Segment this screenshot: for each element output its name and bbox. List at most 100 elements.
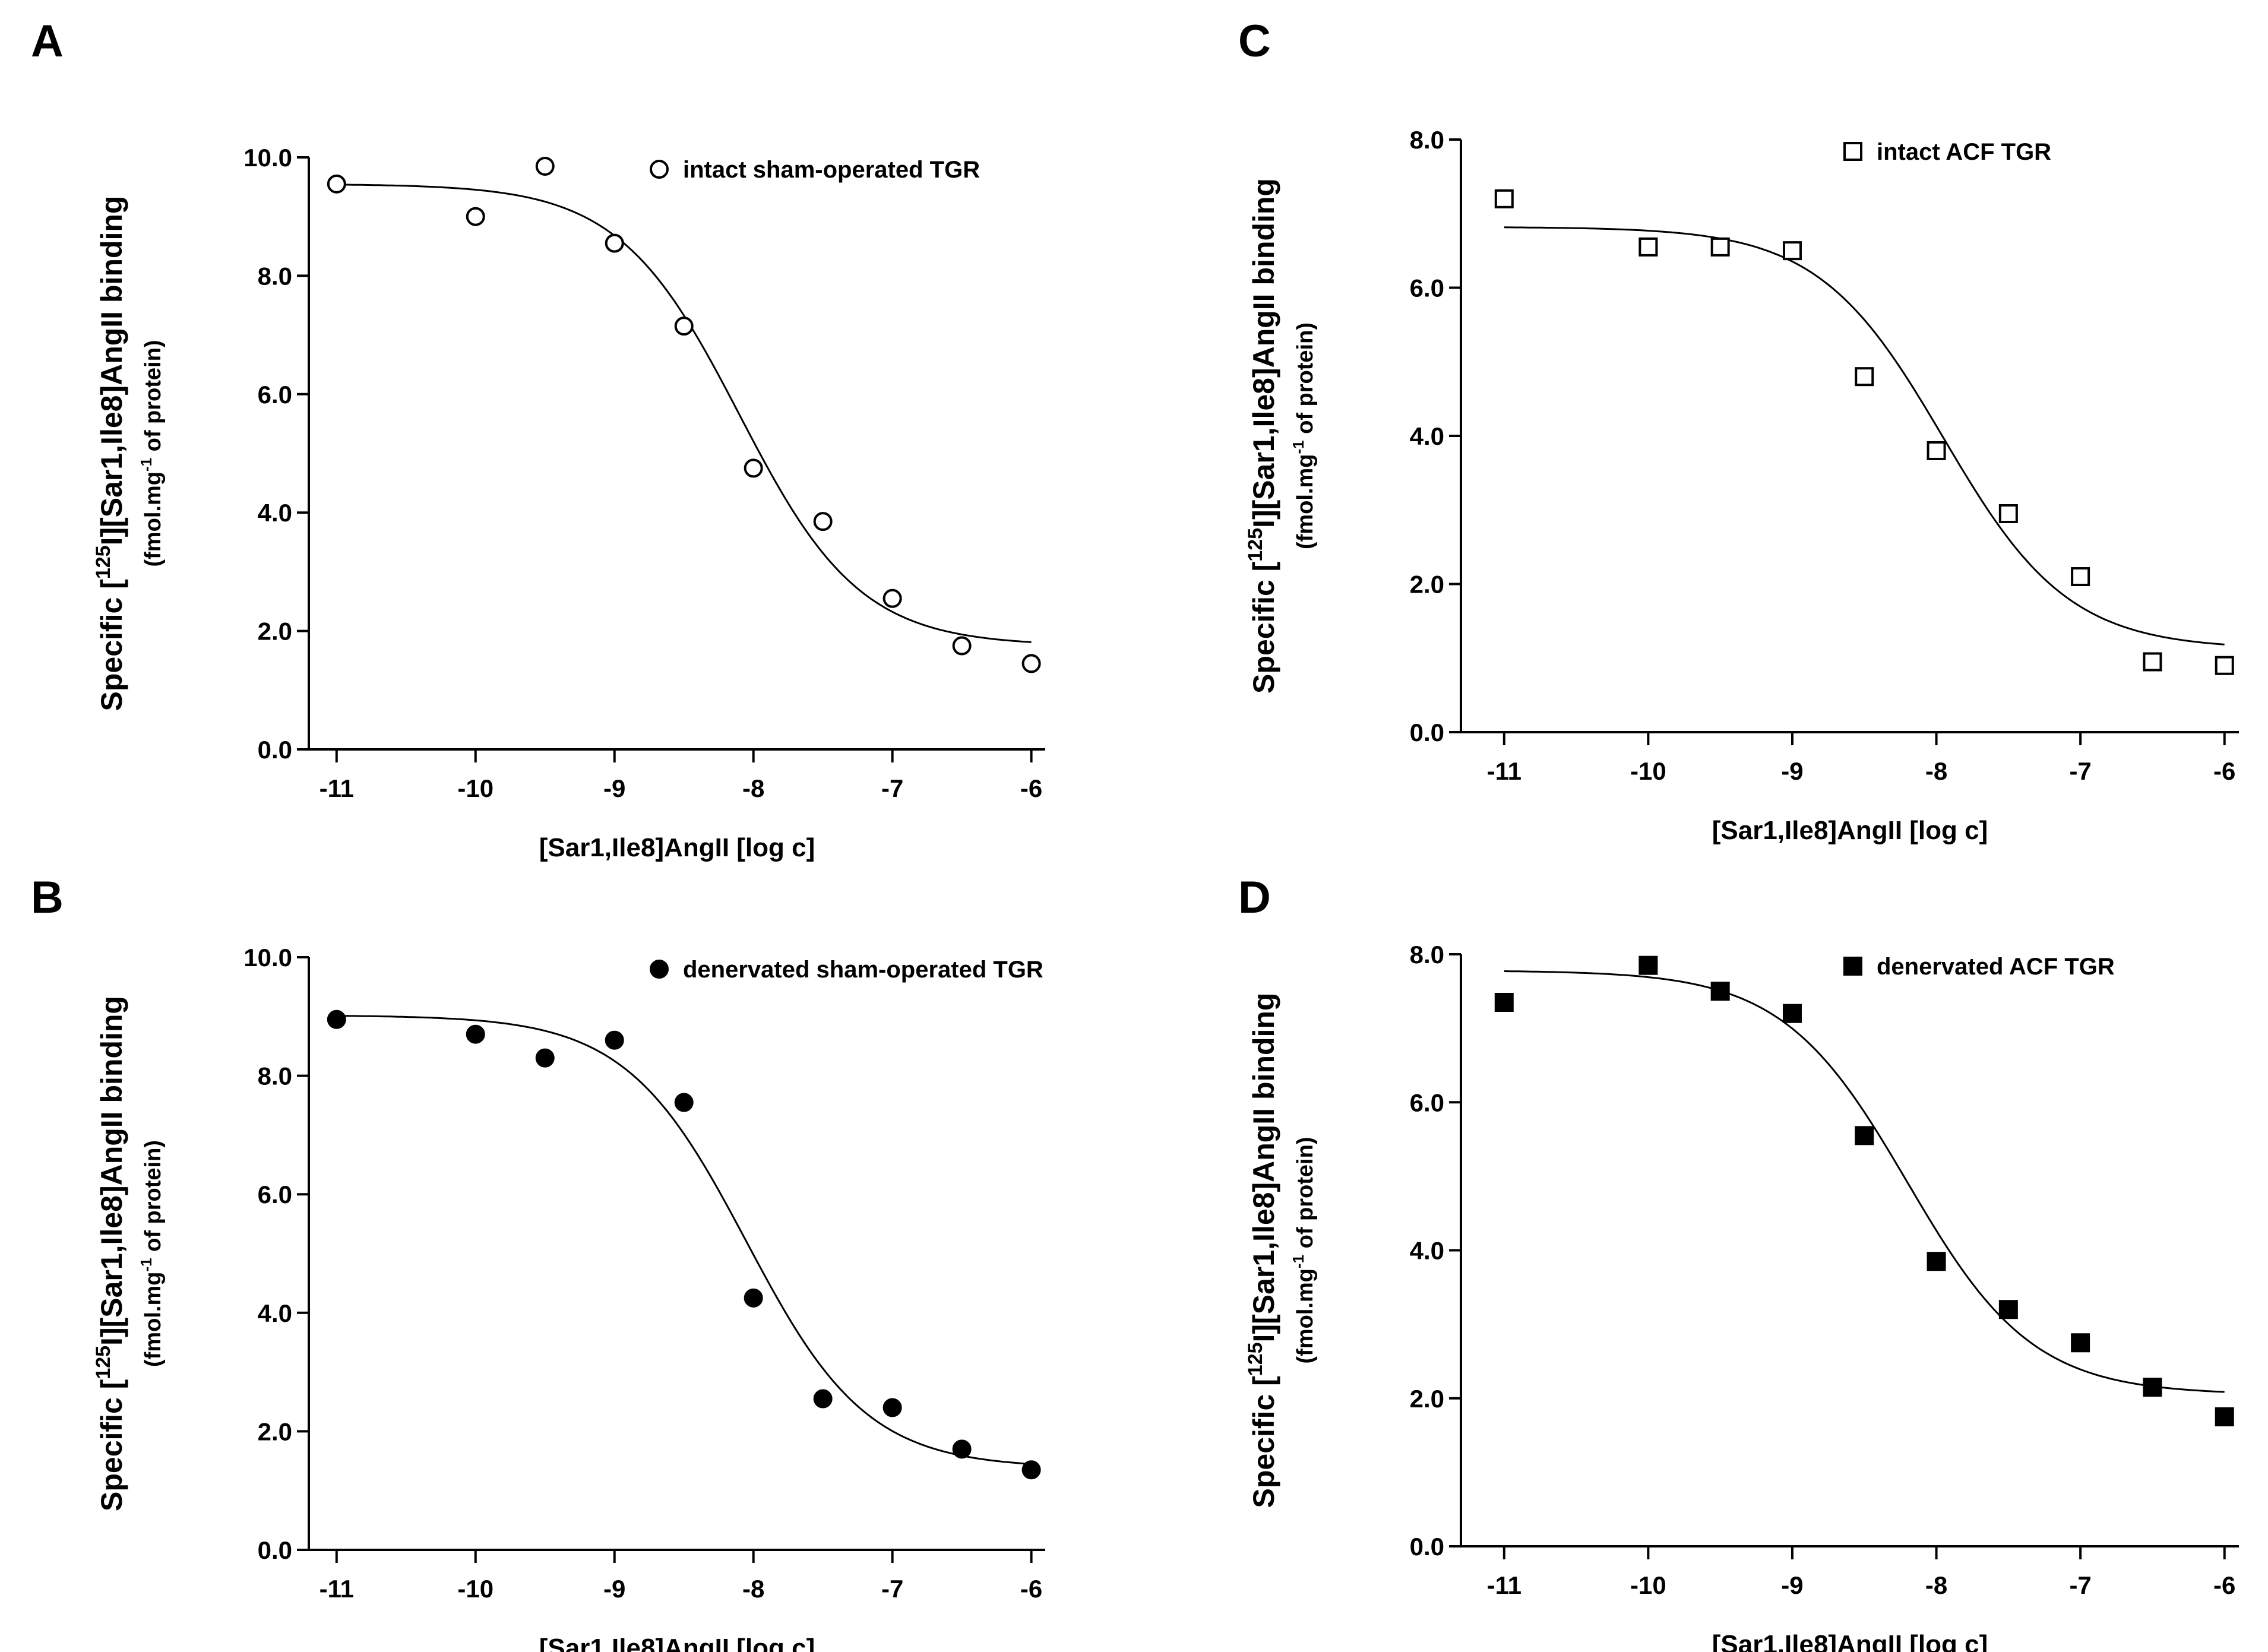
panel-b: B 0.0 2.0 4.0 6.0 8.0 10.0 -11 -10 -9 -8 -7 -6 [Sar1,…	[31, 872, 1045, 1652]
y-tick-label: 0.0	[1410, 1533, 1444, 1561]
y-axis-label: Specific [125I][Sar1,Ile8]AngII binding	[1244, 993, 1280, 1508]
data-point	[1638, 237, 1658, 257]
x-tick-label: -11	[1487, 1571, 1522, 1599]
x-tick-label: -7	[2069, 1571, 2091, 1599]
y-axis-label: Specific [125I][Sar1,Ile8]AngII binding	[1244, 178, 1280, 694]
data-point	[1782, 1004, 1802, 1023]
data-point	[952, 1439, 972, 1459]
x-axis-label: [Sar1,Ile8]AngII [log c]	[539, 833, 815, 862]
y-axis-label: Specific [125I][Sar1,Ile8]AngII binding	[92, 196, 128, 711]
x-tick-label: -9	[1781, 1571, 1803, 1599]
data-point	[813, 1389, 833, 1409]
fit-curve	[1504, 226, 2225, 645]
x-tick-label: -6	[1020, 1575, 1042, 1603]
y-tick-label: 8.0	[1410, 126, 1444, 154]
data-point	[674, 1093, 694, 1112]
data-point	[535, 156, 555, 176]
data-point	[2143, 652, 2162, 672]
y-tick-label: 2.0	[1410, 1385, 1444, 1413]
data-point	[1021, 1460, 1041, 1480]
x-tick-label: -10	[1630, 1571, 1666, 1599]
panel-d: D 0.0 2.0 4.0 6.0 8.0 -11 -10 -9 -8 -7 -6 [Sar1,Ile8…	[1238, 872, 2239, 1652]
x-tick-label: -8	[1925, 757, 1947, 785]
legend-marker	[1843, 142, 1862, 161]
data-point	[605, 1030, 624, 1050]
x-tick-label: -8	[1925, 1571, 1947, 1599]
data-point	[1927, 1252, 1946, 1271]
x-tick-label: -10	[1630, 757, 1666, 785]
data-point	[2071, 567, 2090, 587]
data-point	[535, 1048, 555, 1068]
x-tick-label: -11	[320, 1575, 354, 1603]
fit-curve	[336, 183, 1032, 643]
y-axis-unit-label: (fmol.mg-1 of protein)	[1289, 1137, 1318, 1364]
y-tick-label: 2.0	[258, 1417, 292, 1445]
data-point	[882, 1398, 902, 1417]
y-axis-label: Specific [125I][Sar1,Ile8]AngII binding	[92, 996, 128, 1511]
x-tick-label: -8	[742, 774, 764, 802]
fit-curve	[1504, 970, 2225, 1393]
data-point	[1710, 237, 1730, 257]
panel-letter: D	[1238, 872, 1271, 923]
data-point	[1710, 982, 1730, 1001]
y-axis-unit-label: (fmol.mg-1 of protein)	[1289, 322, 1318, 549]
x-tick-label: -10	[457, 1575, 494, 1603]
legend-label: denervated ACF TGR	[1877, 954, 2115, 980]
y-axis-unit-label: (fmol.mg-1 of protein)	[137, 1140, 166, 1367]
x-tick-label: -7	[881, 774, 903, 802]
x-tick-label: -10	[457, 774, 494, 802]
data-point	[1782, 241, 1802, 261]
data-point	[2143, 1378, 2162, 1397]
data-point	[744, 1288, 763, 1308]
fit-curve	[336, 1015, 1032, 1465]
y-tick-label: 4.0	[1410, 1237, 1444, 1265]
data-point	[1927, 441, 1946, 460]
y-tick-label: 4.0	[258, 499, 292, 527]
x-tick-label: -11	[320, 774, 354, 802]
x-tick-label: -6	[2213, 757, 2235, 785]
data-point	[466, 1024, 485, 1044]
x-axis-label: [Sar1,Ile8]AngII [log c]	[1712, 1630, 1988, 1652]
x-tick-label: -9	[603, 1575, 625, 1603]
y-tick-label: 8.0	[1410, 941, 1444, 969]
y-tick-label: 10.0	[243, 944, 292, 971]
data-point	[744, 458, 763, 478]
y-tick-label: 10.0	[243, 144, 292, 172]
y-tick-label: 2.0	[1410, 571, 1444, 599]
panel-letter: A	[31, 16, 64, 67]
data-point	[2215, 1407, 2234, 1426]
data-point	[882, 588, 902, 608]
x-tick-label: -8	[742, 1575, 764, 1603]
y-tick-label: 8.0	[258, 262, 292, 290]
y-tick-label: 0.0	[258, 1536, 292, 1564]
x-tick-label: -9	[603, 774, 625, 802]
x-tick-label: -9	[1781, 757, 1803, 785]
legend-marker	[650, 960, 669, 979]
data-point	[1638, 955, 1658, 975]
panel-letter: C	[1238, 16, 1271, 67]
x-axis-label: [Sar1,Ile8]AngII [log c]	[1712, 816, 1988, 845]
legend-label: intact ACF TGR	[1877, 139, 2051, 165]
x-tick-label: -6	[2213, 1571, 2235, 1599]
data-point	[1855, 1126, 1874, 1145]
y-tick-label: 4.0	[1410, 422, 1444, 450]
y-tick-label: 0.0	[1410, 719, 1444, 746]
x-tick-label: -7	[2069, 757, 2091, 785]
x-tick-label: -11	[1487, 757, 1522, 785]
y-tick-label: 6.0	[1410, 274, 1444, 302]
legend-label: intact sham-operated TGR	[683, 157, 980, 183]
panel-c: C 0.0 2.0 4.0 6.0 8.0 -11 -10 -9 -8 -7 -6 [Sar1,Ile8…	[1238, 16, 2239, 845]
data-point	[1494, 993, 1514, 1012]
data-point	[605, 233, 624, 253]
data-point	[813, 512, 833, 531]
y-tick-label: 0.0	[258, 736, 292, 764]
y-tick-label: 6.0	[258, 1181, 292, 1208]
data-point	[952, 636, 972, 656]
y-tick-label: 2.0	[258, 618, 292, 645]
data-point	[1021, 654, 1041, 673]
data-point	[674, 317, 694, 336]
data-point	[327, 174, 346, 194]
data-point	[2071, 1333, 2090, 1353]
y-axis-unit-label: (fmol.mg-1 of protein)	[137, 340, 166, 567]
